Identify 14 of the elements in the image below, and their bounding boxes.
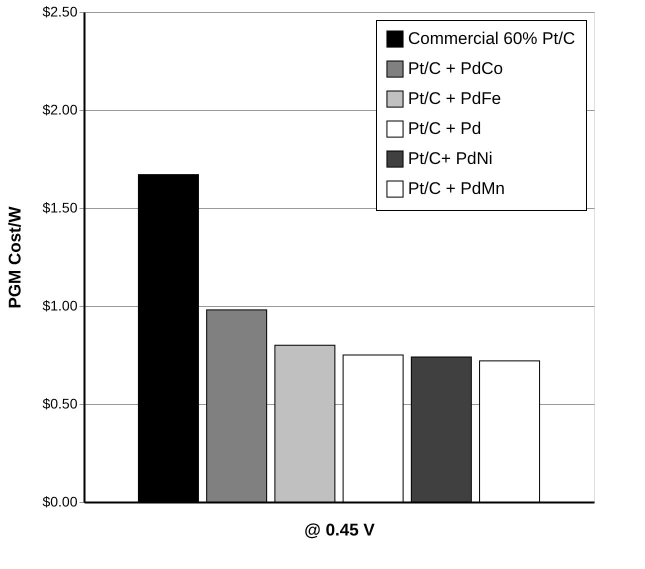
legend-label: Commercial 60% Pt/C: [408, 29, 576, 48]
y-tick-label: $1.00: [42, 298, 78, 314]
x-axis-title: @ 0.45 V: [304, 520, 376, 540]
legend-label: Pt/C + Pd: [408, 119, 482, 138]
legend-label: Pt/C + PdCo: [408, 59, 503, 78]
y-tick-label: $1.50: [42, 200, 78, 216]
y-tick-label: $0.00: [42, 494, 78, 510]
y-tick-label: $0.50: [42, 396, 78, 412]
y-tick-label: $2.00: [42, 102, 78, 118]
legend-label: Pt/C+ PdNi: [408, 149, 493, 168]
legend-label: Pt/C + PdMn: [408, 179, 505, 198]
legend-label: Pt/C + PdFe: [408, 89, 502, 108]
y-axis-title: PGM Cost/W: [5, 206, 24, 308]
y-tick-label: $2.50: [42, 4, 78, 20]
